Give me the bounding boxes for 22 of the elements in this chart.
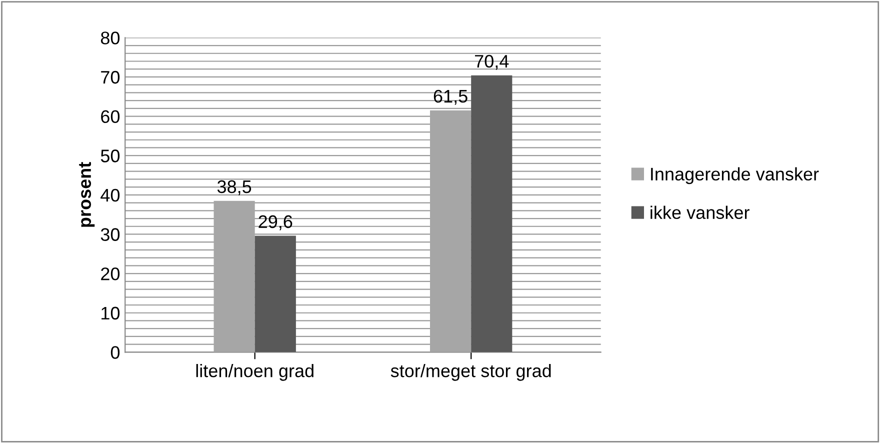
y-tick-label: 0 [110,346,120,359]
bar [214,200,255,352]
data-label: 38,5 [217,180,252,196]
y-tick-label: 30 [100,228,120,241]
y-tick-label: 40 [100,188,120,202]
y-tick-label: 60 [101,110,120,124]
bar [254,236,296,352]
data-label: 70,4 [474,54,509,70]
legend-label: ikke vansker [650,206,750,220]
data-label: 61,5 [434,90,468,105]
bar [471,75,512,352]
x-tick-label: liten/noen grad [196,364,314,381]
x-tick-label: stor/meget stor grad [390,364,551,381]
y-axis-title: prosent [79,162,95,227]
legend-label: Innagerende vansker [651,167,819,184]
y-tick-label: 80 [100,32,120,44]
y-tick-label: 20 [101,267,120,280]
y-tick-label: 10 [102,306,120,320]
data-label: 29,6 [258,215,292,230]
y-tick-label: 50 [100,150,120,162]
bar [430,110,472,352]
y-tick-label: 70 [101,70,120,84]
